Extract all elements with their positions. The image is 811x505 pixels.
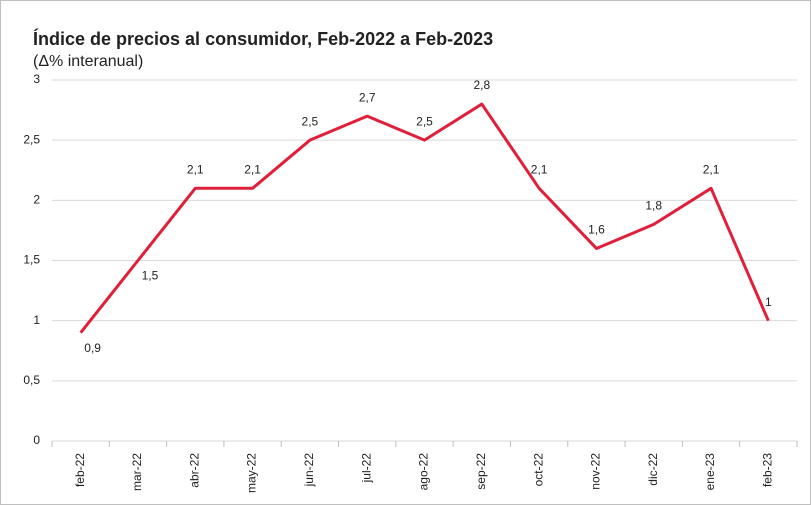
chart-title: Índice de precios al consumidor, Feb-202…	[33, 28, 493, 49]
data-label: 1,5	[142, 269, 159, 283]
data-label: 2,1	[703, 162, 720, 176]
data-label: 2,1	[187, 162, 204, 176]
y-tick-label: 3	[33, 72, 40, 86]
line	[79, 102, 770, 334]
x-tick-label: jul-22	[359, 453, 373, 484]
data-label: 2,1	[244, 162, 261, 176]
data-label: 2,5	[302, 114, 319, 128]
x-tick-label: oct-22	[531, 453, 545, 487]
x-tick-label: ene-23	[703, 453, 717, 491]
data-label: 1	[765, 295, 772, 309]
x-tick-label: jun-22	[302, 453, 316, 488]
data-label: 2,5	[416, 114, 433, 128]
data-label: 2,8	[473, 78, 490, 92]
x-tick-label: mar-22	[130, 453, 144, 491]
x-tick-label: feb-22	[73, 453, 87, 487]
data-label: 1,6	[588, 223, 605, 237]
x-tick-label: feb-23	[761, 453, 775, 487]
chart-subtitle: (Δ% interanual)	[33, 53, 143, 70]
x-tick-label: sep-22	[474, 453, 488, 490]
y-tick-label: 1,5	[23, 253, 40, 267]
y-tick-label: 2,5	[23, 132, 40, 146]
x-tick-label: ago-22	[417, 453, 431, 491]
data-label: 1,8	[645, 199, 662, 213]
y-tick-label: 0,5	[23, 373, 40, 387]
x-tick-label: abr-22	[187, 453, 201, 488]
y-tick-label: 2	[33, 193, 40, 207]
y-tick-label: 1	[33, 313, 40, 327]
x-tick-label: may-22	[245, 453, 259, 493]
data-label: 2,1	[531, 162, 548, 176]
y-tick-label: 0	[33, 433, 40, 447]
x-tick-label: dic-22	[646, 453, 660, 486]
x-tick-label: nov-22	[589, 453, 603, 490]
data-label: 2,7	[359, 90, 376, 104]
data-label: 0,9	[84, 341, 101, 355]
